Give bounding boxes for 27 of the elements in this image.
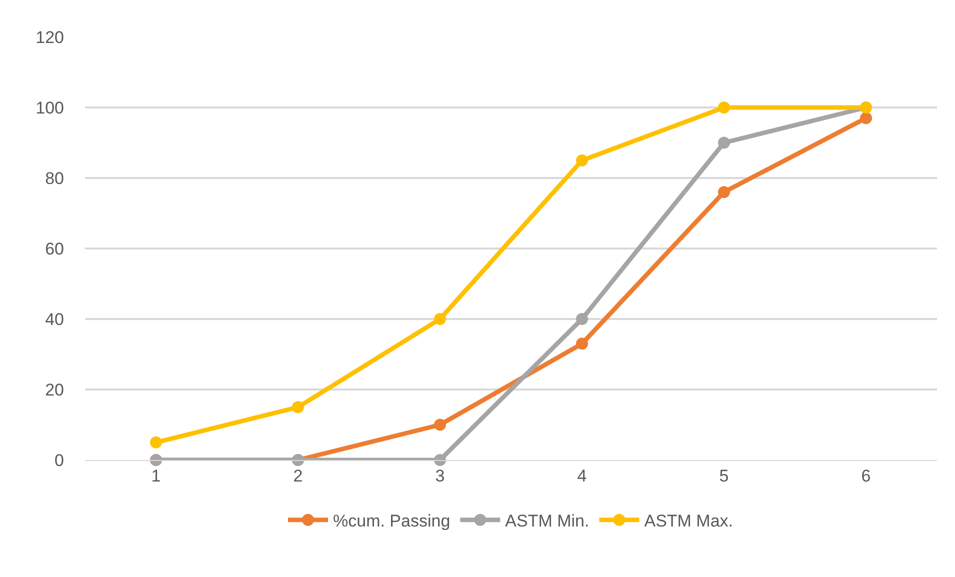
point <box>150 436 162 448</box>
y-tick-label: 120 <box>36 28 64 47</box>
y-tick-label: 60 <box>45 239 64 258</box>
point <box>576 313 588 325</box>
y-tick-label: 100 <box>36 98 64 118</box>
point <box>292 401 304 414</box>
point <box>718 186 730 198</box>
point <box>576 338 588 350</box>
point <box>860 112 872 124</box>
x-tick-label: 5 <box>719 466 729 486</box>
legend-label: ASTM Min. <box>505 511 590 530</box>
y-tick-label: 20 <box>45 380 64 400</box>
point <box>576 154 588 166</box>
point <box>718 102 730 114</box>
point <box>718 136 730 149</box>
legend-label: ASTM Max. <box>644 511 734 530</box>
point <box>434 313 446 325</box>
point <box>434 418 446 431</box>
x-tick-label: 4 <box>577 466 587 486</box>
x-tick-label: 2 <box>293 466 303 486</box>
x-tick-label: 1 <box>151 466 161 486</box>
legend-label: %cum. Passing <box>333 511 450 530</box>
y-tick-label: 0 <box>54 450 64 470</box>
y-tick-label: 40 <box>45 310 64 329</box>
x-tick-label: 3 <box>435 466 445 486</box>
y-tick-label: 80 <box>45 168 64 188</box>
x-tick-label: 6 <box>861 466 871 486</box>
